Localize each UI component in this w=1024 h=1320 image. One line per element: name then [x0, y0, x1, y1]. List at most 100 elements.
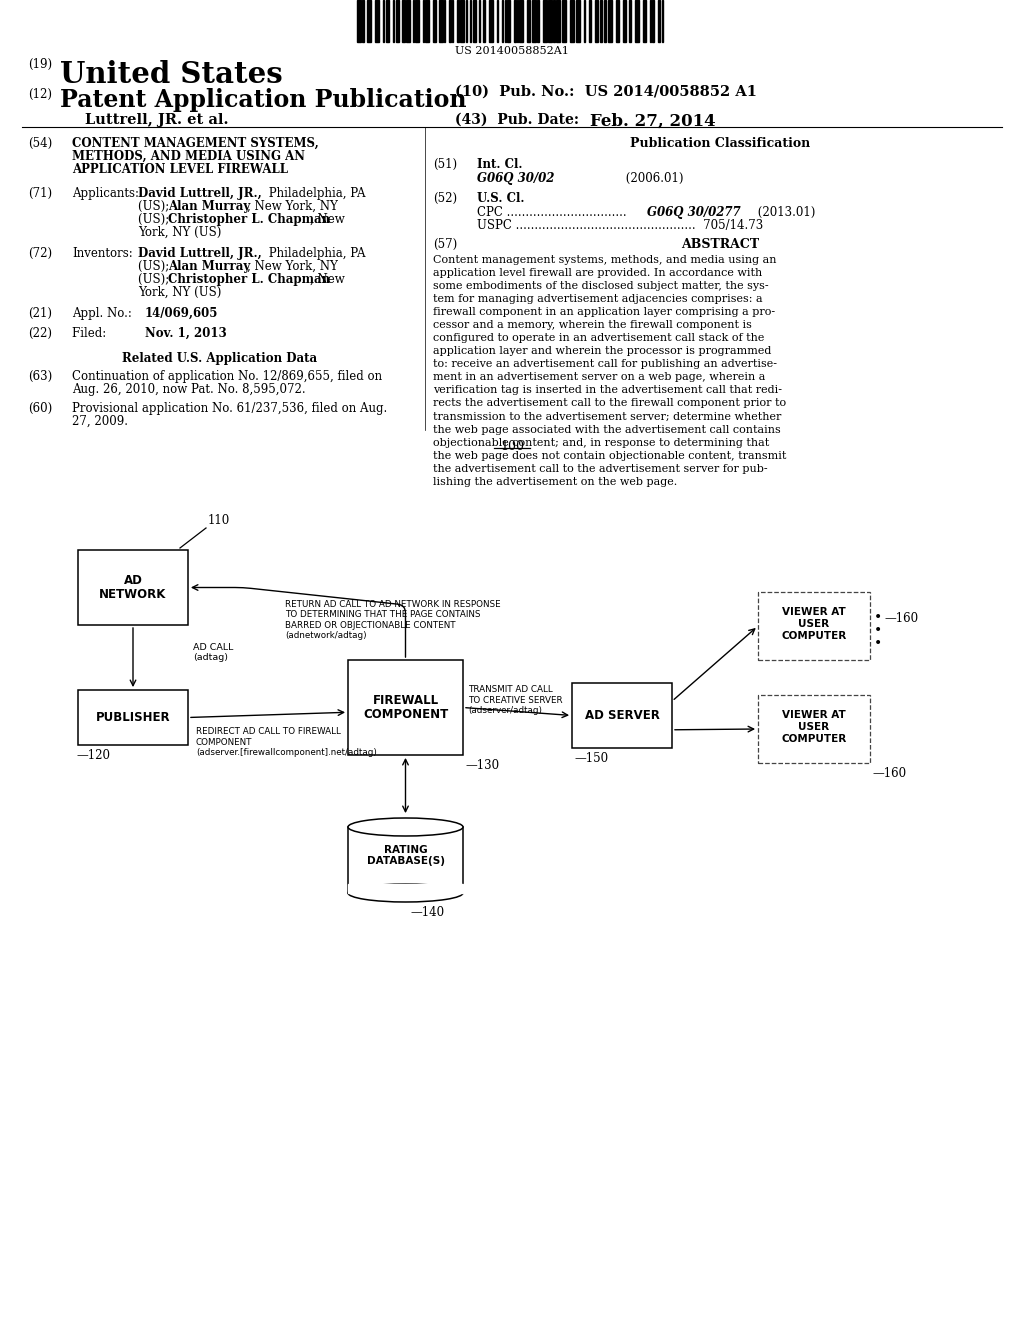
- Text: , New: , New: [310, 273, 345, 286]
- Text: US 20140058852A1: US 20140058852A1: [455, 46, 569, 55]
- Bar: [348, 884, 463, 894]
- Text: David Luttrell, JR.,: David Luttrell, JR.,: [138, 247, 262, 260]
- Bar: [572, 682, 672, 748]
- Bar: [514, 0, 516, 42]
- Bar: [439, 0, 443, 42]
- Text: TRANSMIT AD CALL
TO CREATIVE SERVER
(adserver/adtag): TRANSMIT AD CALL TO CREATIVE SERVER (ads…: [468, 685, 562, 715]
- Text: 14/069,605: 14/069,605: [145, 308, 218, 319]
- Text: •: •: [874, 624, 883, 638]
- Text: •: •: [874, 611, 883, 624]
- Bar: [570, 0, 574, 42]
- Text: APPLICATION LEVEL FIREWALL: APPLICATION LEVEL FIREWALL: [72, 162, 288, 176]
- Text: Publication Classification: Publication Classification: [630, 137, 810, 150]
- Text: Applicants:: Applicants:: [72, 187, 139, 201]
- Bar: [406, 0, 410, 42]
- Bar: [623, 0, 626, 42]
- Bar: [357, 0, 361, 42]
- Bar: [519, 0, 523, 42]
- Text: Philadelphia, PA: Philadelphia, PA: [265, 247, 366, 260]
- Bar: [433, 0, 436, 42]
- Text: Alan Murray: Alan Murray: [168, 201, 250, 213]
- Text: David Luttrell, JR.,: David Luttrell, JR.,: [138, 187, 262, 201]
- Bar: [507, 0, 510, 42]
- Text: Int. Cl.: Int. Cl.: [477, 158, 522, 172]
- Text: (US);: (US);: [138, 260, 173, 273]
- Bar: [489, 0, 493, 42]
- Text: (51): (51): [433, 158, 457, 172]
- Bar: [415, 0, 419, 42]
- Text: (72): (72): [28, 247, 52, 260]
- Bar: [348, 660, 463, 755]
- Bar: [473, 0, 476, 42]
- Text: —130: —130: [465, 759, 499, 772]
- Bar: [367, 0, 371, 42]
- Text: (12): (12): [28, 88, 52, 102]
- Text: USPC ................................................  705/14.73: USPC ...................................…: [477, 219, 763, 232]
- Bar: [758, 591, 870, 660]
- Text: Luttrell, JR. et al.: Luttrell, JR. et al.: [85, 114, 228, 127]
- Bar: [449, 0, 451, 42]
- Text: Feb. 27, 2014: Feb. 27, 2014: [590, 114, 716, 129]
- Text: U.S. Cl.: U.S. Cl.: [477, 191, 524, 205]
- Text: —150: —150: [574, 752, 608, 766]
- Bar: [658, 0, 660, 42]
- Text: (52): (52): [433, 191, 457, 205]
- Text: —140: —140: [411, 906, 444, 919]
- Text: (21): (21): [28, 308, 52, 319]
- Bar: [483, 0, 485, 42]
- Bar: [402, 0, 406, 42]
- Text: 100: 100: [500, 440, 524, 453]
- Text: (54): (54): [28, 137, 52, 150]
- Text: , New York, NY: , New York, NY: [247, 260, 338, 273]
- Text: RATING
DATABASE(S): RATING DATABASE(S): [367, 845, 444, 866]
- Text: Patent Application Publication: Patent Application Publication: [60, 88, 467, 112]
- Bar: [629, 0, 631, 42]
- Text: (US);: (US);: [138, 213, 173, 226]
- Text: United States: United States: [60, 59, 283, 88]
- Bar: [460, 0, 464, 42]
- Bar: [532, 0, 536, 42]
- Text: Provisional application No. 61/237,536, filed on Aug.: Provisional application No. 61/237,536, …: [72, 403, 387, 414]
- Text: •: •: [874, 638, 883, 651]
- Bar: [527, 0, 530, 42]
- Text: G06Q 30/0277: G06Q 30/0277: [647, 206, 740, 219]
- Text: (57): (57): [433, 238, 458, 251]
- Bar: [635, 0, 639, 42]
- Text: PUBLISHER: PUBLISHER: [95, 711, 170, 723]
- Bar: [348, 828, 463, 894]
- Text: , New York, NY: , New York, NY: [247, 201, 338, 213]
- Bar: [543, 0, 547, 42]
- Text: (2006.01): (2006.01): [592, 172, 683, 185]
- Bar: [548, 0, 552, 42]
- Bar: [78, 550, 188, 624]
- Bar: [556, 0, 560, 42]
- Bar: [457, 0, 459, 42]
- Text: , New: , New: [310, 213, 345, 226]
- Bar: [652, 0, 654, 42]
- Text: VIEWER AT
USER
COMPUTER: VIEWER AT USER COMPUTER: [781, 710, 847, 743]
- Bar: [595, 0, 598, 42]
- Text: —120: —120: [76, 748, 110, 762]
- Text: VIEWER AT
USER
COMPUTER: VIEWER AT USER COMPUTER: [781, 607, 847, 640]
- Text: York, NY (US): York, NY (US): [138, 226, 221, 239]
- Text: AD
NETWORK: AD NETWORK: [99, 573, 167, 602]
- Ellipse shape: [348, 884, 463, 902]
- Bar: [553, 0, 555, 42]
- Text: CPC ................................: CPC ................................: [477, 206, 634, 219]
- Bar: [608, 0, 612, 42]
- Text: Alan Murray: Alan Murray: [168, 260, 250, 273]
- Bar: [537, 0, 539, 42]
- Bar: [600, 0, 602, 42]
- Text: —160: —160: [884, 611, 919, 624]
- Bar: [396, 0, 399, 42]
- Text: 110: 110: [208, 513, 230, 527]
- Bar: [604, 0, 606, 42]
- Text: (43)  Pub. Date:: (43) Pub. Date:: [455, 114, 579, 127]
- Bar: [562, 0, 566, 42]
- Text: Continuation of application No. 12/869,655, filed on: Continuation of application No. 12/869,6…: [72, 370, 382, 383]
- Text: ABSTRACT: ABSTRACT: [681, 238, 759, 251]
- Text: (2013.01): (2013.01): [754, 206, 815, 219]
- Text: REDIRECT AD CALL TO FIREWALL
COMPONENT
(adserver.[firewallcomponent].net/adtag): REDIRECT AD CALL TO FIREWALL COMPONENT (…: [196, 727, 377, 758]
- Text: Christopher L. Chapman: Christopher L. Chapman: [168, 213, 330, 226]
- Text: AD SERVER: AD SERVER: [585, 709, 659, 722]
